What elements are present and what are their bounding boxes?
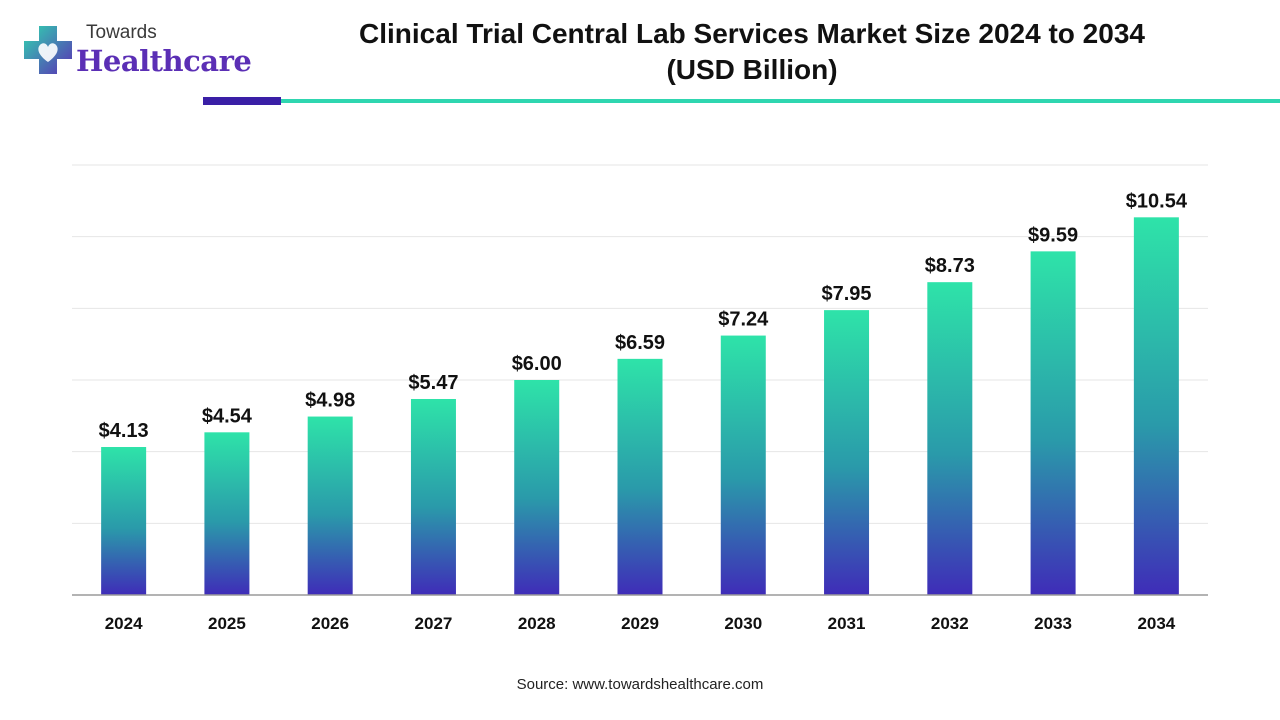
value-label-2031: $7.95 <box>822 283 872 305</box>
brand-name-line1: Towards <box>86 22 157 43</box>
x-tick-label-2030: 2030 <box>724 614 762 633</box>
value-label-2034: $10.54 <box>1126 190 1188 212</box>
brand-logo: Towards Healthcare <box>20 18 252 88</box>
x-tick-label-2029: 2029 <box>621 614 659 633</box>
bar-2024 <box>101 447 147 595</box>
x-tick-label-2028: 2028 <box>518 614 556 633</box>
chart-bars <box>101 217 1179 596</box>
bar-2033 <box>1030 251 1076 595</box>
bar-2029 <box>617 358 663 595</box>
x-tick-label-2032: 2032 <box>931 614 969 633</box>
plus-heart-icon <box>24 26 72 74</box>
x-tick-label-2024: 2024 <box>105 614 143 633</box>
x-tick-label-2027: 2027 <box>415 614 453 633</box>
value-label-2027: $5.47 <box>408 372 458 394</box>
x-tick-label-2033: 2033 <box>1034 614 1072 633</box>
value-label-2030: $7.24 <box>718 309 769 331</box>
value-label-2026: $4.98 <box>305 390 355 412</box>
x-tick-label-2026: 2026 <box>311 614 349 633</box>
bar-2032 <box>927 282 973 595</box>
source-note: Source: www.towardshealthcare.com <box>516 676 764 693</box>
brand-name-line2: Healthcare <box>76 44 252 78</box>
x-tick-label-2031: 2031 <box>828 614 866 633</box>
value-label-2025: $4.54 <box>202 405 253 427</box>
header-accent-teal <box>281 99 1280 103</box>
header-accent-dark <box>203 97 281 105</box>
bar-2025 <box>204 432 250 595</box>
chart-title: Clinical Trial Central Lab Services Mark… <box>300 16 1204 88</box>
chart-x-tick-labels: 2024 2025 2026 2027 2028 2029 2030 2031 2032 2033… <box>105 614 1176 633</box>
bar-2031 <box>824 310 870 595</box>
bar-2028 <box>514 380 560 595</box>
bar-2034 <box>1133 217 1179 596</box>
bar-2027 <box>410 398 456 595</box>
x-tick-label-2025: 2025 <box>208 614 246 633</box>
chart-title-line1: Clinical Trial Central Lab Services Mark… <box>359 18 1145 49</box>
value-label-2024: $4.13 <box>99 420 149 442</box>
chart-value-labels: $4.13 $4.54 $4.98 $5.47 $6.00 $6.59 $7.24 $7.95… <box>99 190 1188 442</box>
chart-title-line2: (USD Billion) <box>666 54 838 85</box>
x-tick-label-2034: 2034 <box>1137 614 1175 633</box>
value-label-2029: $6.59 <box>615 332 665 354</box>
value-label-2028: $6.00 <box>512 353 562 375</box>
value-label-2033: $9.59 <box>1028 224 1078 246</box>
bar-2030 <box>720 335 766 595</box>
value-label-2032: $8.73 <box>925 255 975 277</box>
bar-2026 <box>307 416 353 595</box>
